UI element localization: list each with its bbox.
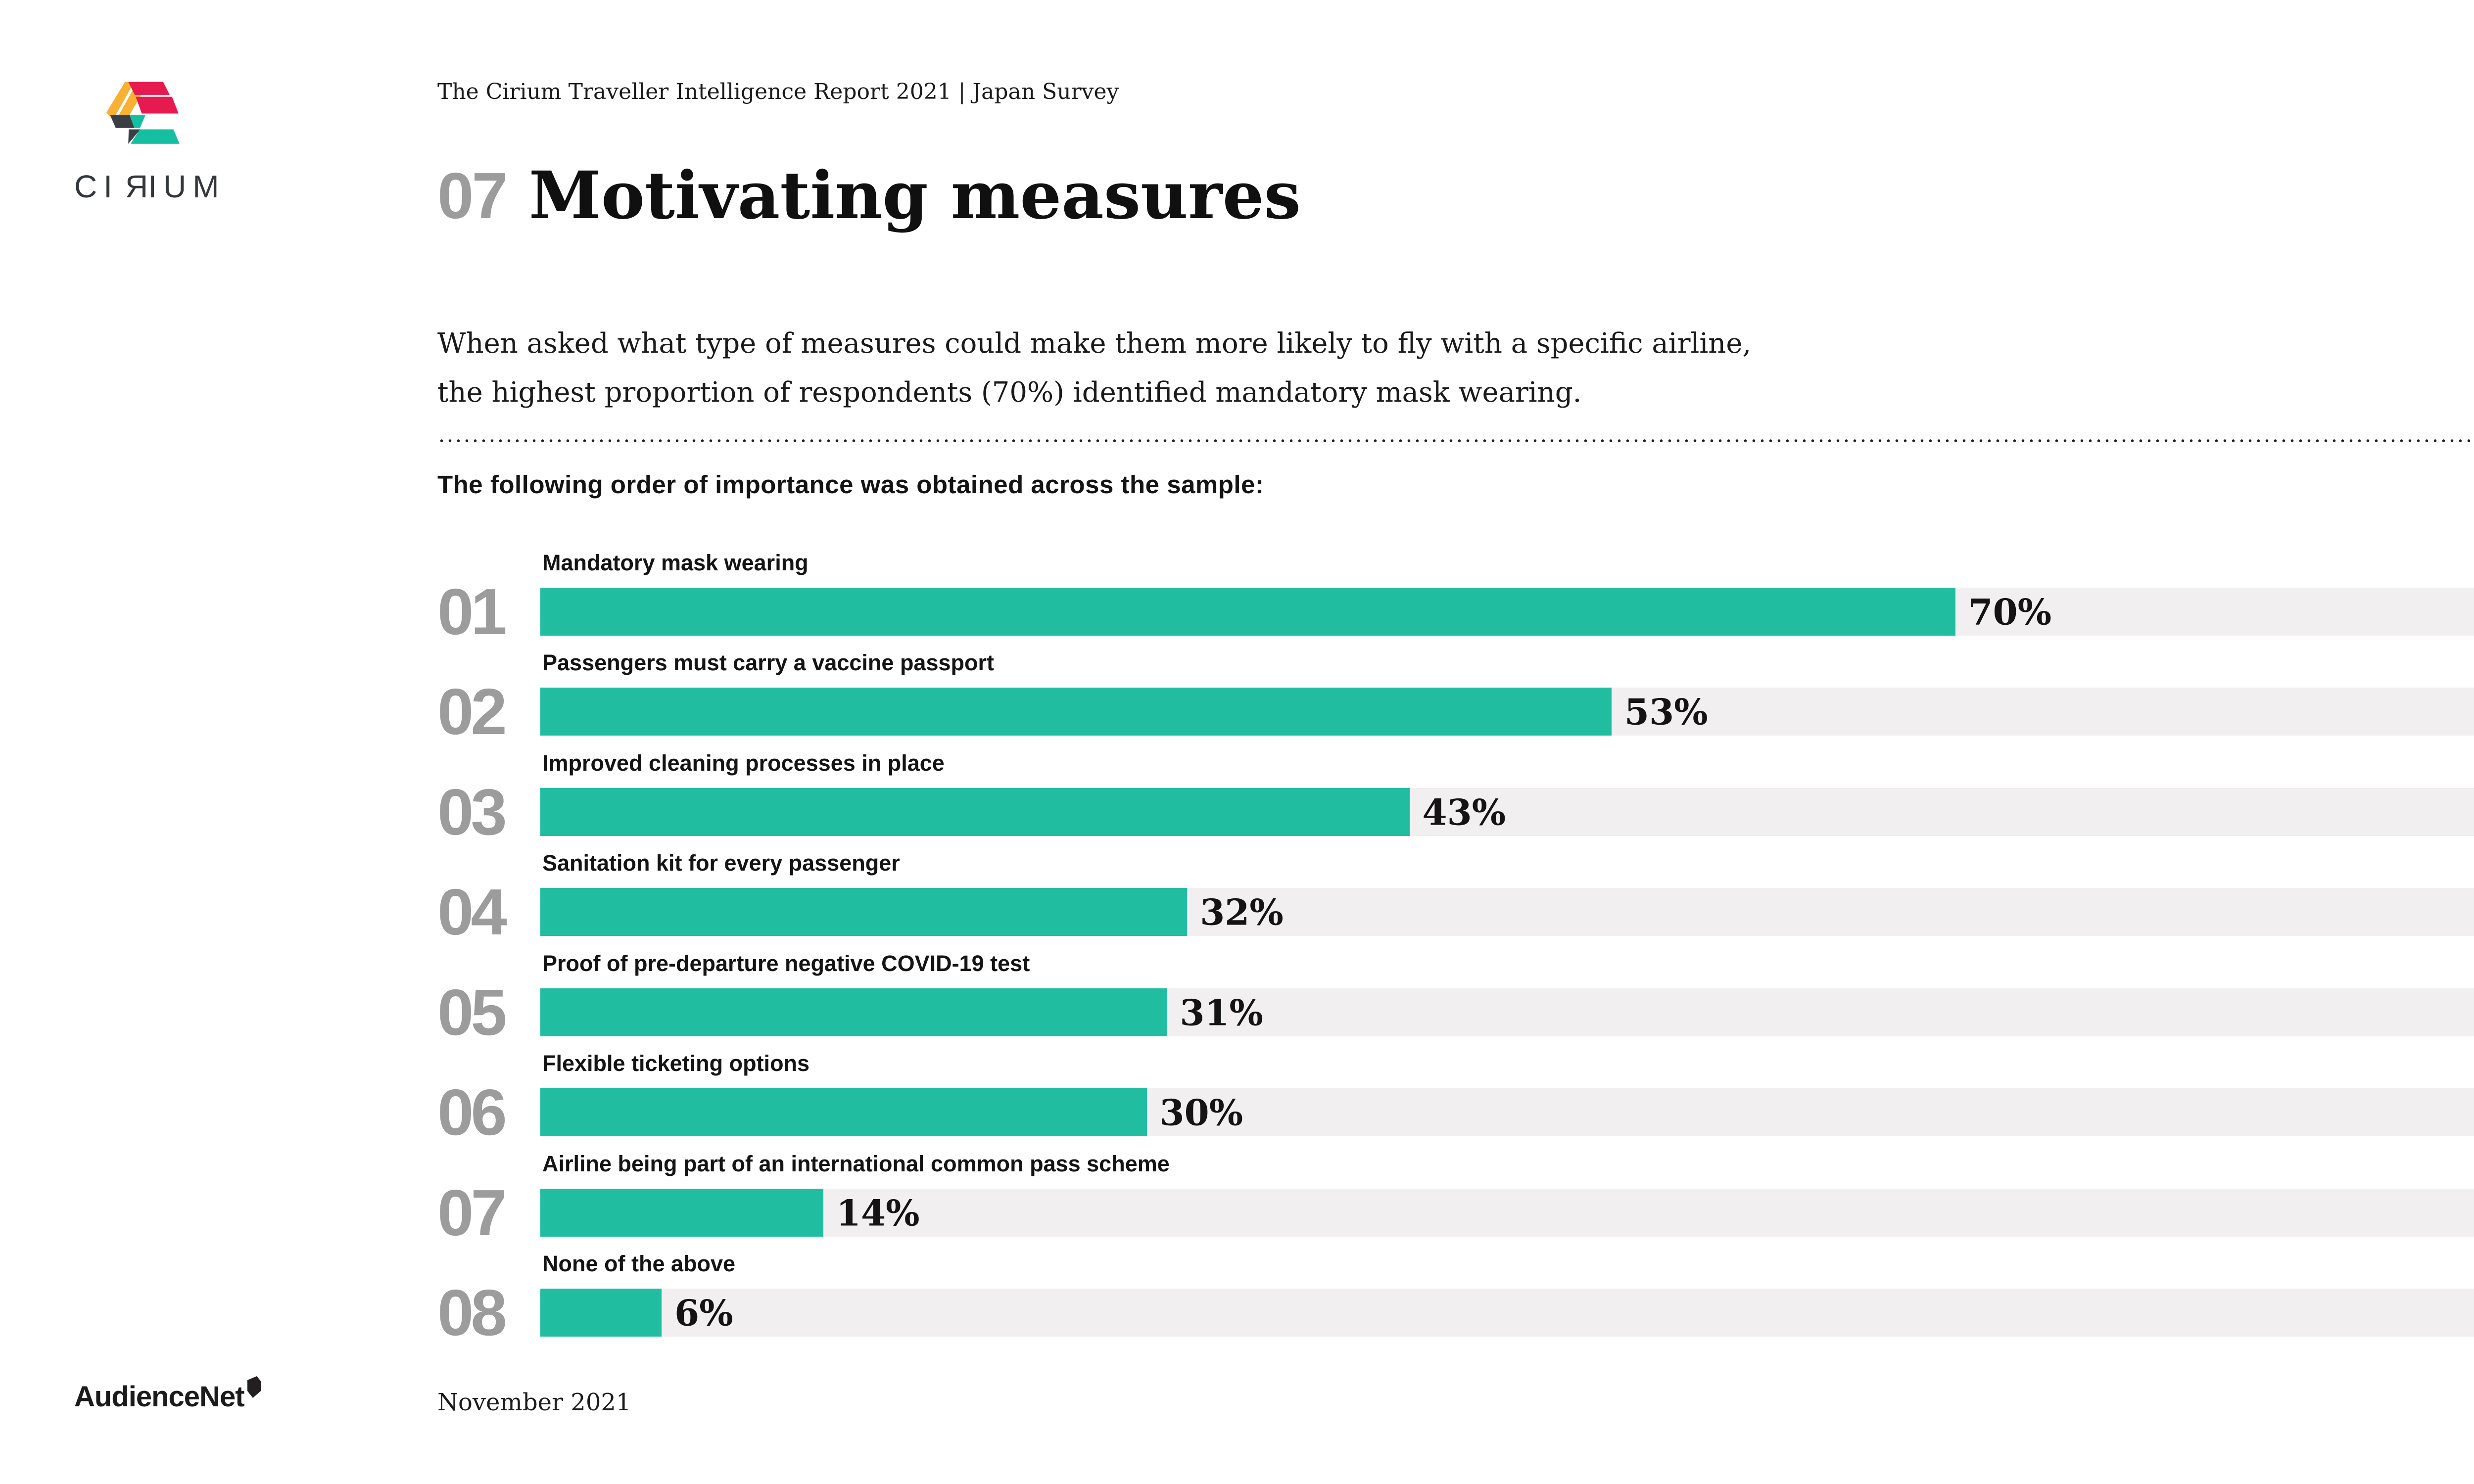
intro-line-1: When asked what type of measures could m… <box>437 327 1752 360</box>
logo-red-slat-top <box>128 82 170 95</box>
chart-row: Airline being part of an international c… <box>437 1151 2474 1250</box>
wordmark-letter: C <box>74 169 104 204</box>
bar-track: 31% <box>540 988 2474 1036</box>
bar-value: 70% <box>1968 591 2052 633</box>
bar-label: Airline being part of an international c… <box>542 1151 1170 1176</box>
rank-number: 03 <box>437 776 507 848</box>
bar-track: 43% <box>540 788 2474 836</box>
bar-track: 70% <box>540 588 2474 636</box>
footer-date: November 2021 <box>437 1389 631 1416</box>
bar-value: 43% <box>1422 791 1506 833</box>
intro-paragraph: When asked what type of measures could m… <box>437 319 1751 417</box>
chart-row: Flexible ticketing options 06 30% <box>437 1051 2474 1150</box>
bar-chart: Mandatory mask wearing 01 70% Passengers mu… <box>437 0 2474 1484</box>
bar-fill <box>540 1289 662 1337</box>
logo-dark-slat-middle <box>110 115 135 128</box>
chart-row: None of the above 08 6% <box>437 1251 2474 1350</box>
bar-label: Mandatory mask wearing <box>542 550 809 575</box>
bar-value: 14% <box>836 1192 920 1234</box>
rank-number: 02 <box>437 675 507 748</box>
bar-value: 31% <box>1180 991 1263 1033</box>
section-number: 07 <box>437 159 508 232</box>
chart-row: Proof of pre-departure negative COVID-19… <box>437 951 2474 1050</box>
rank-number: 01 <box>437 575 507 648</box>
bar-fill <box>540 1088 1147 1136</box>
bar-track: 53% <box>540 688 2474 736</box>
bar-fill <box>540 688 1612 736</box>
bar-label: Flexible ticketing options <box>542 1051 810 1076</box>
rank-number: 07 <box>437 1176 507 1249</box>
intro-line-2: the highest proportion of respondents (7… <box>437 376 1582 409</box>
chart-row: Passengers must carry a vaccine passport… <box>437 650 2474 749</box>
rank-number: 06 <box>437 1076 507 1149</box>
bar-fill <box>540 988 1167 1036</box>
report-note: The Cirium Traveller Intelligence Report… <box>437 79 1119 104</box>
bar-fill <box>540 1189 823 1237</box>
wordmark-letter: M <box>192 169 226 204</box>
bar-value: 32% <box>1200 891 1284 933</box>
logo-red-slat-second <box>136 96 179 114</box>
chart-row: Improved cleaning processes in place 03 43… <box>437 750 2474 849</box>
chart-heading: The following order of importance was ob… <box>437 470 1264 499</box>
wordmark-letter: I <box>148 169 163 204</box>
rank-number: 05 <box>437 976 507 1049</box>
wordmark-letter: R <box>119 169 148 204</box>
page-title: 07 Motivating measures <box>437 157 1301 234</box>
bar-track: 6% <box>540 1289 2474 1337</box>
rank-number: 08 <box>437 1276 507 1349</box>
bar-value: 6% <box>674 1292 733 1334</box>
bar-fill <box>540 788 1410 836</box>
bar-label: Sanitation kit for every passenger <box>542 850 900 876</box>
bar-value: 53% <box>1624 691 1708 733</box>
rank-number: 04 <box>437 876 507 948</box>
wordmark-letter: U <box>163 169 193 204</box>
bar-track: 32% <box>540 888 2474 936</box>
audiencenet-pin-icon <box>247 1376 261 1398</box>
bar-label: Proof of pre-departure negative COVID-19… <box>542 951 1030 976</box>
section-title: Motivating measures <box>528 157 1301 234</box>
bar-fill <box>540 888 1188 936</box>
wordmark-letter: I <box>103 169 119 204</box>
chart-row: Mandatory mask wearing 01 70% <box>437 550 2474 649</box>
bar-fill <box>540 588 1955 636</box>
bar-label: Improved cleaning processes in place <box>542 750 945 776</box>
chart-row: Sanitation kit for every passenger 04 32% <box>437 850 2474 949</box>
bar-track: 30% <box>540 1088 2474 1136</box>
logo-teal-slat-bottom <box>130 129 180 144</box>
dotted-divider <box>437 439 2474 442</box>
bar-track: 14% <box>540 1189 2474 1237</box>
logo-teal-slat-middle <box>130 115 146 128</box>
bar-value: 30% <box>1159 1091 1243 1133</box>
bar-label: None of the above <box>542 1251 736 1276</box>
logo-yellow-outer-band <box>106 82 135 120</box>
cirium-wordmark: CIRIUM <box>74 168 226 205</box>
audiencenet-logo-text: AudienceNet <box>74 1381 245 1413</box>
audiencenet-logo: AudienceNet <box>74 1376 262 1413</box>
bar-label: Passengers must carry a vaccine passport <box>542 650 994 675</box>
cirium-logo-icon <box>106 82 180 144</box>
